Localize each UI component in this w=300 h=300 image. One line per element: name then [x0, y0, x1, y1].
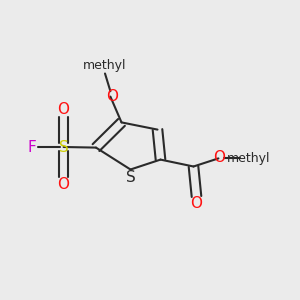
Text: O: O: [106, 89, 118, 104]
Text: O: O: [58, 102, 70, 117]
Text: F: F: [28, 140, 37, 154]
Text: O: O: [214, 150, 226, 165]
Text: S: S: [59, 140, 69, 154]
Text: O: O: [58, 177, 70, 192]
Text: methyl: methyl: [83, 58, 127, 72]
Text: S: S: [126, 169, 135, 184]
Text: O: O: [190, 196, 202, 211]
Text: methyl: methyl: [227, 152, 270, 165]
